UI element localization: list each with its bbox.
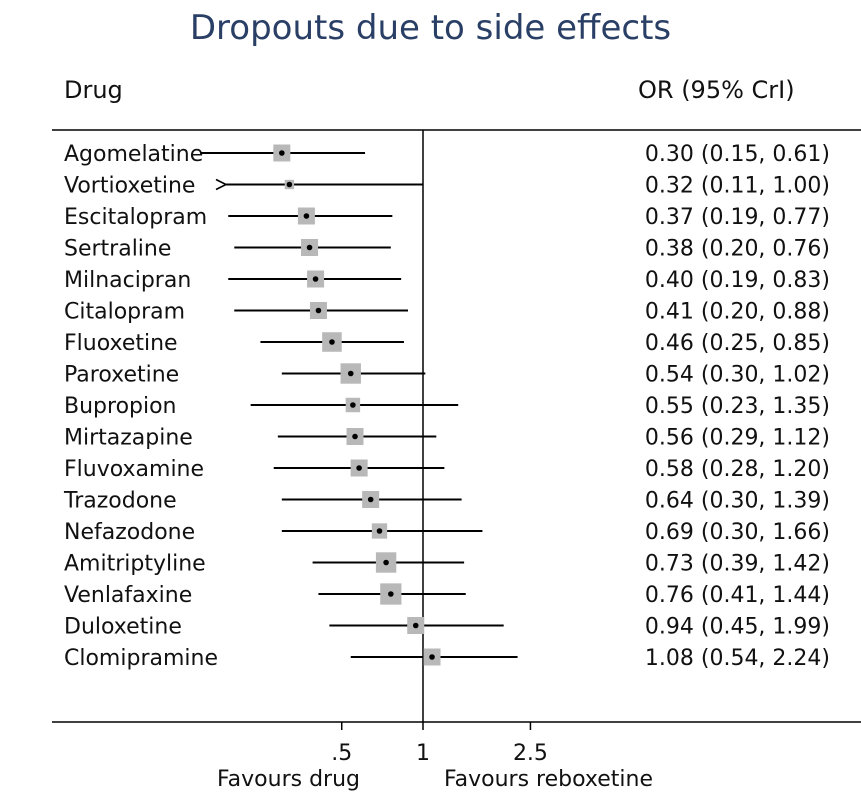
- drug-label: Escitalopram: [64, 205, 207, 230]
- point-estimate: [429, 654, 435, 660]
- drug-label: Fluvoxamine: [64, 457, 204, 482]
- drug-label: Mirtazapine: [64, 426, 193, 451]
- point-estimate: [352, 433, 358, 440]
- or-value: 0.46 (0.25, 0.85): [645, 331, 830, 356]
- point-estimate: [367, 496, 374, 503]
- or-value: 0.41 (0.20, 0.88): [645, 300, 830, 325]
- drug-label: Trazodone: [63, 489, 177, 514]
- point-estimate: [388, 591, 394, 597]
- or-value: 0.69 (0.30, 1.66): [645, 520, 830, 545]
- or-value: 0.30 (0.15, 0.61): [645, 142, 830, 167]
- point-estimate: [303, 213, 310, 219]
- drug-label: Milnacipran: [64, 268, 191, 293]
- point-estimate: [383, 559, 389, 566]
- drug-label: Paroxetine: [64, 363, 179, 388]
- or-value: 0.73 (0.39, 1.42): [645, 552, 830, 577]
- drug-label: Sertraline: [64, 237, 171, 262]
- chart-title: Dropouts due to side effects: [189, 8, 672, 48]
- drug-label: Duloxetine: [64, 615, 182, 640]
- or-value: 0.64 (0.30, 1.39): [645, 489, 830, 514]
- point-estimate: [347, 370, 354, 377]
- point-estimate: [312, 276, 319, 282]
- or-value: 0.40 (0.19, 0.83): [645, 268, 830, 293]
- point-estimate: [376, 528, 383, 534]
- or-value: 0.32 (0.11, 1.00): [645, 174, 830, 199]
- point-estimate: [329, 339, 335, 345]
- point-estimate: [279, 150, 285, 156]
- or-value: 0.56 (0.29, 1.12): [645, 426, 830, 451]
- drug-label: Amitriptyline: [64, 552, 206, 577]
- point-estimate: [350, 402, 356, 408]
- drug-label: Bupropion: [64, 394, 177, 419]
- point-estimate: [412, 622, 419, 629]
- x-tick-label: 2.5: [513, 741, 548, 766]
- drug-label: Agomelatine: [64, 142, 203, 167]
- drug-label: Vortioxetine: [64, 174, 195, 199]
- drug-label: Fluoxetine: [64, 331, 178, 356]
- drug-label: Nefazodone: [64, 520, 195, 545]
- point-estimate: [315, 307, 322, 314]
- drug-label: Venlafaxine: [64, 583, 192, 608]
- favours-left-label: Favours drug: [217, 767, 360, 792]
- or-value: 0.54 (0.30, 1.02): [645, 363, 830, 388]
- point-estimate: [356, 465, 362, 471]
- x-tick-label: .5: [331, 741, 352, 766]
- point-estimate: [286, 181, 293, 188]
- point-estimate: [306, 244, 313, 251]
- favours-right-label: Favours reboxetine: [444, 767, 653, 792]
- or-value: 0.94 (0.45, 1.99): [645, 615, 830, 640]
- or-value: 0.76 (0.41, 1.44): [645, 583, 830, 608]
- or-value: 0.58 (0.28, 1.20): [645, 457, 830, 482]
- drug-label: Citalopram: [64, 300, 185, 325]
- or-value: 0.38 (0.20, 0.76): [645, 237, 830, 262]
- or-value: 1.08 (0.54, 2.24): [645, 646, 830, 671]
- drug-column-header: Drug: [64, 76, 123, 104]
- or-value: 0.37 (0.19, 0.77): [645, 205, 830, 230]
- x-tick-label: 1: [416, 741, 430, 766]
- or-value: 0.55 (0.23, 1.35): [645, 394, 830, 419]
- or-column-header: OR (95% CrI): [638, 76, 795, 104]
- drug-label: Clomipramine: [64, 646, 218, 671]
